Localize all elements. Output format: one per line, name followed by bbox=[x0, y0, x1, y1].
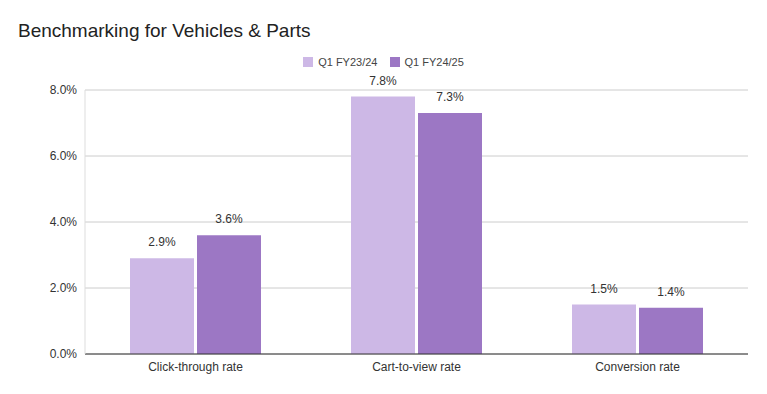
html-text:Benchmarking for Vehicles & Pa: Benchmarking for Vehicles & Parts bbox=[18, 20, 311, 41]
svg-text:2.9%: 2.9% bbox=[148, 235, 176, 249]
svg-text:Conversion rate: Conversion rate bbox=[595, 360, 680, 374]
svg-text:7.3%: 7.3% bbox=[436, 90, 464, 104]
svg-text:1.5%: 1.5% bbox=[590, 282, 618, 296]
svg-text:3.6%: 3.6% bbox=[215, 212, 243, 226]
html-text:Q1 FY24/25: Q1 FY24/25 bbox=[404, 56, 464, 68]
svg-text:2.0%: 2.0% bbox=[50, 281, 78, 295]
svg-text:7.8%: 7.8% bbox=[369, 74, 397, 88]
svg-text:4.0%: 4.0% bbox=[50, 215, 78, 229]
svg-text:Click-through rate: Click-through rate bbox=[148, 360, 243, 374]
html-text:Q1 FY23/24: Q1 FY23/24 bbox=[318, 56, 378, 68]
svg-text:Cart-to-view rate: Cart-to-view rate bbox=[372, 360, 461, 374]
svg-text:1.4%: 1.4% bbox=[657, 285, 685, 299]
svg-text:0.0%: 0.0% bbox=[50, 347, 78, 361]
svg-text:6.0%: 6.0% bbox=[50, 149, 78, 163]
svg-text:8.0%: 8.0% bbox=[50, 83, 78, 97]
